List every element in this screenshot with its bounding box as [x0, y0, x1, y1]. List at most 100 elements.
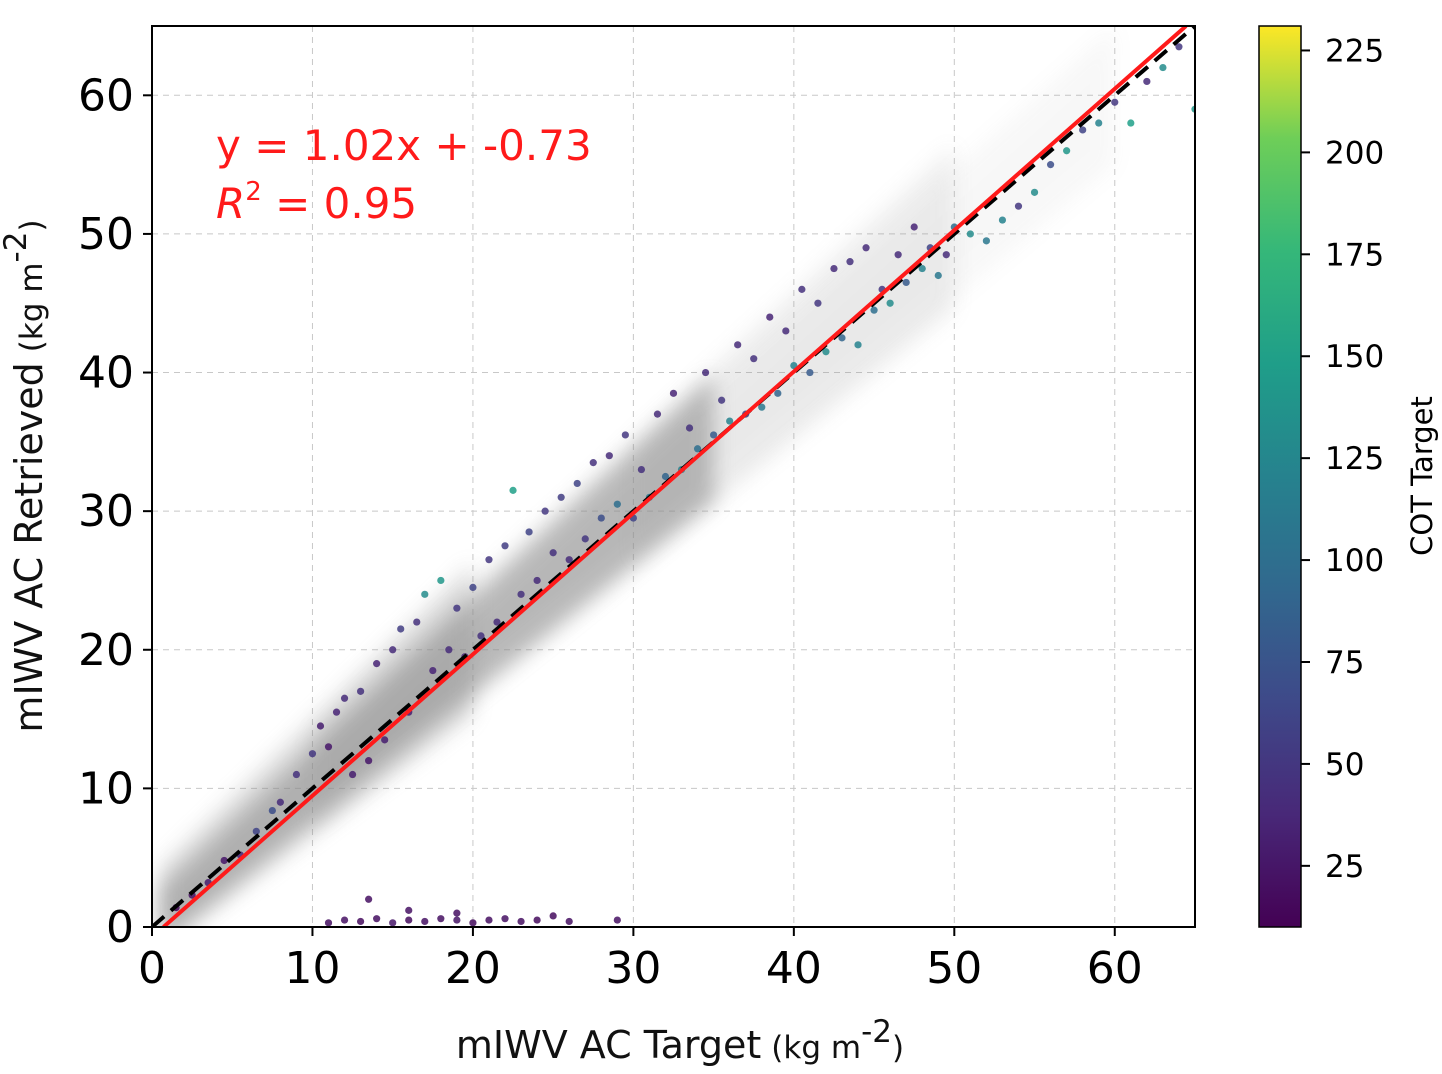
y-tick-label: 60 — [78, 70, 134, 121]
density-band — [633, 26, 1115, 567]
scatter-point — [397, 625, 405, 633]
scatter-point — [541, 507, 549, 515]
scatter-point — [316, 722, 325, 730]
x-axis-unit: (kg m — [771, 1030, 861, 1066]
colorbar-tick-label: 50 — [1325, 747, 1364, 783]
scatter-point — [701, 368, 710, 377]
x-tick-label: 0 — [138, 943, 166, 994]
x-axis-title: mIWV AC Target (kg m-2) — [456, 1014, 904, 1067]
scatter-point — [308, 750, 317, 758]
scatter-point — [220, 856, 228, 865]
scatter-point — [373, 660, 381, 668]
scatter-point — [653, 410, 662, 418]
scatter-point — [870, 306, 878, 314]
scatter-point — [726, 417, 734, 425]
scatter-point — [597, 514, 605, 522]
scatter-point — [1143, 77, 1151, 86]
scatter-point — [348, 770, 357, 779]
scatter-point — [469, 583, 477, 591]
plot-area — [151, 25, 1196, 928]
scatter-point — [838, 334, 846, 342]
colorbar-tick-label: 125 — [1325, 441, 1384, 477]
scatter-point — [718, 396, 726, 404]
colorbar-gradient — [1258, 25, 1302, 928]
scatter-point — [782, 327, 790, 335]
scatter-point — [389, 646, 397, 654]
x-tick-label: 40 — [766, 943, 822, 994]
fit-annotation: y = 1.02x + -0.73 R2 = 0.95 — [216, 121, 592, 228]
scatter-point — [693, 445, 702, 453]
scatter-point — [661, 472, 670, 481]
scatter-point — [437, 915, 445, 923]
x-axis-label: mIWV AC Target — [456, 1023, 761, 1067]
colorbar-tick-label: 225 — [1325, 33, 1384, 69]
y-tick-label: 20 — [78, 625, 134, 676]
plot-frame — [151, 25, 1196, 928]
scatter-point — [806, 368, 814, 377]
colorbar-label: COT Target — [1405, 396, 1439, 556]
scatter-point — [910, 223, 918, 231]
scatter-point — [605, 452, 613, 460]
scatter-point — [621, 431, 629, 439]
y-axis-unit: (kg m — [14, 262, 50, 352]
scatter-point — [902, 278, 910, 287]
scatter-point — [357, 687, 365, 695]
scatter-point — [525, 528, 533, 536]
x-tick-label: 50 — [926, 943, 982, 994]
x-axis-ticks: 0 10 20 30 40 50 60 — [138, 927, 1143, 994]
scatter-point — [268, 806, 276, 815]
r-squared: R2 = 0.95 — [216, 177, 417, 228]
y-axis-unit-sup: -2 — [0, 232, 34, 263]
scatter-point — [589, 459, 597, 467]
x-axis-unit-close: ) — [892, 1030, 904, 1066]
scatter-point — [373, 915, 381, 923]
fit-line — [162, 26, 1188, 927]
scatter-point — [477, 632, 485, 640]
scatter-point — [1111, 98, 1119, 106]
y-tick-label: 40 — [78, 348, 134, 399]
scatter-point — [324, 743, 333, 751]
scatter-point — [509, 486, 517, 494]
scatter-point — [1095, 119, 1103, 127]
scatter-point — [485, 916, 493, 924]
x-tick-label: 60 — [1087, 943, 1143, 994]
scatter-point — [276, 798, 284, 806]
scatter-point — [365, 757, 373, 765]
scatter-point — [429, 666, 437, 675]
x-axis-unit-sup: -2 — [861, 1014, 892, 1050]
scatter-point — [766, 313, 774, 321]
colorbar-tick-label: 100 — [1325, 543, 1384, 579]
colorbar-tick-label: 150 — [1325, 339, 1384, 375]
scatter-point — [324, 919, 333, 927]
colorbar: 25 50 75 100 125 150 175 200 225 COT Target — [1258, 25, 1439, 928]
scatter-point — [934, 271, 942, 280]
scatter-point — [340, 916, 349, 924]
scatter-point — [549, 912, 557, 920]
scatter-point — [581, 535, 589, 543]
scatter-point — [1046, 161, 1055, 169]
scatter-point — [405, 906, 413, 914]
scatter-point — [894, 251, 902, 259]
scatter-point — [413, 618, 421, 626]
r-squared-sup: 2 — [245, 177, 262, 207]
y-axis-title: mIWV AC Retrieved (kg m-2) — [0, 219, 51, 732]
scatter-point — [1063, 147, 1071, 155]
scatter-point — [998, 216, 1007, 224]
scatter-point — [669, 389, 678, 397]
scatter-point — [758, 403, 766, 411]
colorbar-ticks: 25 50 75 100 125 150 175 200 225 — [1301, 33, 1384, 885]
scatter-point — [517, 917, 525, 926]
scatter-point — [332, 708, 341, 716]
scatter-point — [774, 389, 782, 397]
scatter-point — [886, 299, 894, 307]
scatter-point — [613, 500, 621, 508]
fit-equation: y = 1.02x + -0.73 — [216, 121, 592, 170]
scatter-point — [966, 230, 974, 238]
r-squared-value: = 0.95 — [262, 179, 417, 228]
x-tick-label: 20 — [445, 943, 501, 994]
scatter-point — [357, 917, 365, 926]
scatter-point — [437, 576, 445, 585]
scatter-point — [549, 549, 557, 557]
scatter-point — [854, 341, 862, 349]
